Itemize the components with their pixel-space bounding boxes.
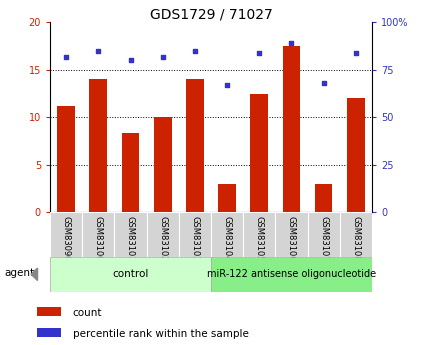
- Point: [127, 58, 134, 63]
- Bar: [346, 98, 364, 212]
- Point: [95, 48, 102, 53]
- Text: miR-122 antisense oligonucleotide: miR-122 antisense oligonucleotide: [207, 269, 375, 279]
- Polygon shape: [31, 268, 37, 280]
- Text: GSM83090: GSM83090: [62, 216, 70, 261]
- Bar: [339, 212, 371, 257]
- Text: GSM83103: GSM83103: [190, 216, 199, 262]
- Bar: [114, 212, 146, 257]
- Point: [191, 48, 198, 53]
- Title: GDS1729 / 71027: GDS1729 / 71027: [149, 7, 272, 21]
- Text: GSM83100: GSM83100: [94, 216, 102, 261]
- Bar: [82, 212, 114, 257]
- Point: [352, 50, 358, 56]
- Bar: [37, 328, 61, 337]
- Bar: [37, 307, 61, 316]
- Text: GSM83108: GSM83108: [351, 216, 359, 262]
- Bar: [154, 117, 171, 212]
- Text: GSM83104: GSM83104: [222, 216, 231, 261]
- Text: GSM83106: GSM83106: [286, 216, 295, 262]
- Point: [255, 50, 262, 56]
- Text: count: count: [72, 308, 102, 318]
- Bar: [89, 79, 107, 212]
- Text: GSM83107: GSM83107: [319, 216, 327, 262]
- Bar: [314, 184, 332, 212]
- Bar: [57, 106, 75, 212]
- Bar: [186, 79, 203, 212]
- Text: GSM83105: GSM83105: [254, 216, 263, 261]
- Bar: [210, 212, 243, 257]
- Text: control: control: [112, 269, 148, 279]
- Point: [223, 82, 230, 88]
- Bar: [50, 212, 82, 257]
- Text: GSM83102: GSM83102: [158, 216, 167, 261]
- Point: [287, 40, 294, 46]
- Bar: [307, 212, 339, 257]
- Bar: [275, 212, 307, 257]
- Bar: [218, 184, 235, 212]
- Point: [62, 54, 69, 59]
- Point: [159, 54, 166, 59]
- Bar: [122, 134, 139, 212]
- Bar: [50, 257, 210, 292]
- Bar: [250, 93, 267, 212]
- Point: [319, 80, 326, 86]
- Bar: [146, 212, 178, 257]
- Bar: [178, 212, 210, 257]
- Text: percentile rank within the sample: percentile rank within the sample: [72, 329, 248, 339]
- Bar: [282, 46, 299, 212]
- Text: agent: agent: [4, 268, 34, 277]
- Bar: [210, 257, 371, 292]
- Text: GSM83101: GSM83101: [126, 216, 135, 261]
- Bar: [243, 212, 275, 257]
